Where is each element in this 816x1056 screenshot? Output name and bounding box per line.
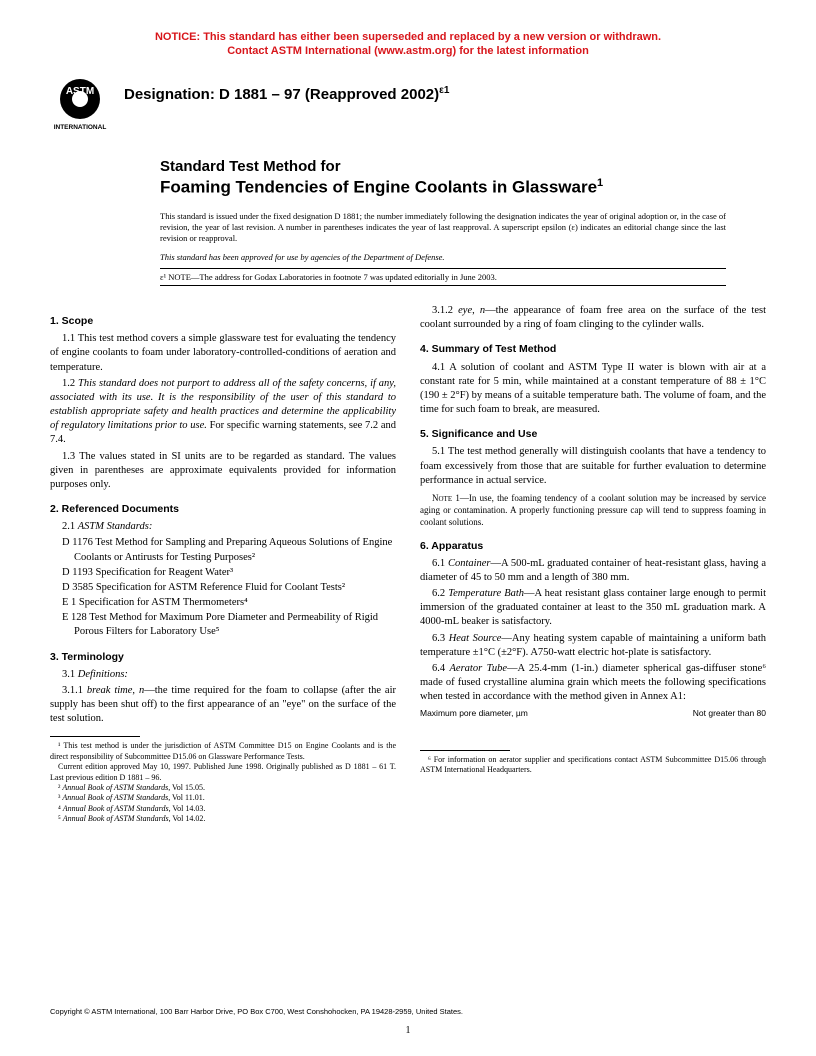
sec3-sub: 3.1 Definitions: (50, 668, 396, 682)
boilerplate: This standard is issued under the fixed … (160, 211, 726, 244)
copyright: Copyright © ASTM International, 100 Barr… (50, 1007, 463, 1016)
footnote-rule-right (420, 750, 510, 751)
notice-banner: NOTICE: This standard has either been su… (50, 30, 766, 59)
sec4-head: 4. Summary of Test Method (420, 342, 766, 356)
ref-e1: E 1 Specification for ASTM Thermometers⁴ (50, 596, 396, 610)
epsilon-note: ε¹ NOTE—The address for Godax Laboratori… (160, 268, 726, 286)
ref-e128: E 128 Test Method for Maximum Pore Diame… (50, 611, 396, 639)
sec5-p1: 5.1 The test method generally will disti… (420, 445, 766, 488)
sec2-head: 2. Referenced Documents (50, 502, 396, 516)
notice-line1: NOTICE: This standard has either been su… (155, 31, 661, 43)
footnote-rule-left (50, 736, 140, 737)
footnote-5: ⁵ Annual Book of ASTM Standards, Vol 14.… (50, 814, 396, 824)
sec6-head: 6. Apparatus (420, 539, 766, 553)
footnote-3: ³ Annual Book of ASTM Standards, Vol 11.… (50, 793, 396, 803)
footnote-2: ² Annual Book of ASTM Standards, Vol 15.… (50, 783, 396, 793)
designation-eps: ε1 (439, 85, 449, 96)
footnote-6: ⁶ For information on aerator supplier an… (420, 755, 766, 776)
ref-d3585: D 3585 Specification for ASTM Reference … (50, 581, 396, 595)
title-lead: Standard Test Method for (160, 157, 766, 177)
right-column: 3.1.2 eye, n—the appearance of foam free… (420, 304, 766, 825)
footnote-1b: Current edition approved May 10, 1997. P… (50, 762, 396, 783)
boilerplate-dod: This standard has been approved for use … (160, 252, 766, 262)
sec2-sub: 2.1 ASTM Standards: (50, 520, 396, 534)
sec6-p2: 6.2 Temperature Bath—A heat resistant gl… (420, 587, 766, 630)
sec3-head: 3. Terminology (50, 650, 396, 664)
sec6-p3: 6.3 Heat Source—Any heating system capab… (420, 632, 766, 660)
ref-d1176: D 1176 Test Method for Sampling and Prep… (50, 536, 396, 564)
notice-line2: Contact ASTM International (www.astm.org… (227, 45, 589, 57)
title-block: Standard Test Method for Foaming Tendenc… (160, 157, 766, 199)
astm-logo: ASTM INTERNATIONAL (50, 77, 110, 137)
title-main: Foaming Tendencies of Engine Coolants in… (160, 176, 766, 199)
sec3-p2: 3.1.2 eye, n—the appearance of foam free… (420, 304, 766, 332)
sec4-p1: 4.1 A solution of coolant and ASTM Type … (420, 361, 766, 418)
spec-value: Not greater than 80 (693, 708, 766, 719)
sec5-note1: NOTE 1—In use, the foaming tendency of a… (420, 492, 766, 529)
header-row: ASTM INTERNATIONAL Designation: D 1881 –… (50, 77, 766, 137)
svg-text:ASTM: ASTM (66, 86, 94, 97)
sec1-p3: 1.3 The values stated in SI units are to… (50, 450, 396, 493)
footnote-4: ⁴ Annual Book of ASTM Standards, Vol 14.… (50, 804, 396, 814)
spec-label: Maximum pore diameter, µm (420, 708, 528, 719)
sec6-p4: 6.4 Aerator Tube—A 25.4-mm (1-in.) diame… (420, 662, 766, 705)
sec6-p1: 6.1 Container—A 500-mL graduated contain… (420, 557, 766, 585)
ref-d1193: D 1193 Specification for Reagent Water³ (50, 566, 396, 580)
sec1-p1: 1.1 This test method covers a simple gla… (50, 332, 396, 375)
spec-row: Maximum pore diameter, µm Not greater th… (420, 708, 766, 719)
svg-text:INTERNATIONAL: INTERNATIONAL (54, 124, 107, 131)
page-number: 1 (0, 1025, 816, 1036)
left-column: 1. Scope 1.1 This test method covers a s… (50, 304, 396, 825)
footnote-1: ¹ This test method is under the jurisdic… (50, 741, 396, 762)
sec1-head: 1. Scope (50, 314, 396, 328)
sec1-p2: 1.2 This standard does not purport to ad… (50, 377, 396, 448)
sec5-head: 5. Significance and Use (420, 427, 766, 441)
designation: Designation: D 1881 – 97 (Reapproved 200… (124, 77, 449, 103)
body-columns: 1. Scope 1.1 This test method covers a s… (50, 304, 766, 825)
sec3-p1: 3.1.1 break time, n—the time required fo… (50, 684, 396, 727)
designation-text: Designation: D 1881 – 97 (Reapproved 200… (124, 86, 439, 103)
